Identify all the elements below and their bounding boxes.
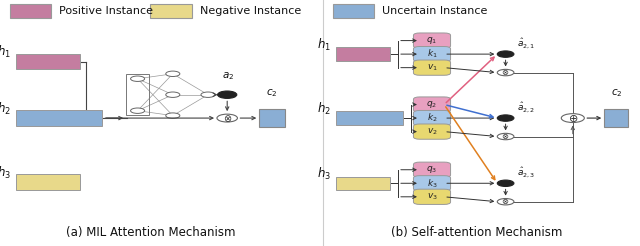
Circle shape: [166, 71, 180, 77]
Text: Negative Instance: Negative Instance: [200, 6, 301, 16]
Circle shape: [561, 114, 584, 123]
Circle shape: [166, 92, 180, 97]
FancyBboxPatch shape: [333, 4, 374, 18]
Circle shape: [131, 108, 145, 113]
Text: $\otimes$: $\otimes$: [223, 113, 232, 123]
Text: $h_2$: $h_2$: [317, 101, 331, 117]
Text: $q_1$: $q_1$: [426, 35, 438, 46]
Text: $c_2$: $c_2$: [266, 87, 278, 99]
Text: $k_3$: $k_3$: [427, 177, 437, 189]
Text: $h_1$: $h_1$: [317, 37, 331, 53]
Circle shape: [497, 199, 514, 205]
Text: (b) Self-attention Mechanism: (b) Self-attention Mechanism: [391, 226, 563, 239]
Text: $h_3$: $h_3$: [0, 165, 11, 181]
FancyBboxPatch shape: [413, 46, 451, 62]
FancyBboxPatch shape: [336, 111, 403, 125]
FancyBboxPatch shape: [16, 110, 102, 126]
Text: $\oplus$: $\oplus$: [568, 113, 578, 123]
Text: $\otimes$: $\otimes$: [502, 132, 509, 141]
FancyBboxPatch shape: [10, 4, 51, 18]
Circle shape: [497, 115, 514, 121]
Text: $q_2$: $q_2$: [426, 99, 438, 110]
Circle shape: [497, 133, 514, 140]
FancyBboxPatch shape: [413, 97, 451, 112]
Text: $v_2$: $v_2$: [427, 126, 437, 137]
Text: $h_1$: $h_1$: [0, 44, 11, 60]
Circle shape: [131, 76, 145, 81]
Circle shape: [201, 92, 215, 97]
Text: Uncertain Instance: Uncertain Instance: [382, 6, 488, 16]
FancyBboxPatch shape: [413, 189, 451, 204]
Circle shape: [497, 51, 514, 57]
Text: $q_3$: $q_3$: [426, 164, 438, 175]
Text: (a) MIL Attention Mechanism: (a) MIL Attention Mechanism: [66, 226, 235, 239]
Circle shape: [166, 113, 180, 118]
FancyBboxPatch shape: [336, 177, 390, 190]
FancyBboxPatch shape: [150, 4, 192, 18]
Text: $\otimes$: $\otimes$: [502, 197, 509, 206]
Text: $h_2$: $h_2$: [0, 101, 11, 117]
Circle shape: [497, 69, 514, 76]
FancyBboxPatch shape: [413, 176, 451, 191]
FancyBboxPatch shape: [259, 109, 285, 127]
Text: Positive Instance: Positive Instance: [59, 6, 153, 16]
Text: $\otimes$: $\otimes$: [502, 68, 509, 77]
Text: $\hat{a}_{2,1}$: $\hat{a}_{2,1}$: [517, 36, 536, 50]
Text: $k_2$: $k_2$: [427, 112, 437, 124]
Text: $v_1$: $v_1$: [427, 62, 437, 73]
Text: $v_3$: $v_3$: [427, 192, 437, 202]
FancyBboxPatch shape: [16, 174, 80, 190]
Text: $a_2$: $a_2$: [222, 70, 235, 82]
FancyBboxPatch shape: [413, 162, 451, 177]
FancyBboxPatch shape: [413, 124, 451, 139]
Text: $h_3$: $h_3$: [317, 166, 331, 182]
FancyBboxPatch shape: [413, 33, 451, 48]
Circle shape: [218, 91, 237, 98]
Circle shape: [497, 180, 514, 186]
FancyBboxPatch shape: [413, 110, 451, 126]
FancyBboxPatch shape: [336, 47, 390, 61]
Text: $\hat{a}_{2,3}$: $\hat{a}_{2,3}$: [517, 165, 536, 179]
Text: $k_1$: $k_1$: [427, 48, 437, 60]
FancyBboxPatch shape: [604, 109, 628, 127]
FancyBboxPatch shape: [413, 60, 451, 75]
FancyBboxPatch shape: [16, 53, 80, 69]
Circle shape: [217, 114, 237, 122]
Text: $\hat{a}_{2,2}$: $\hat{a}_{2,2}$: [517, 100, 536, 114]
Text: $c_2$: $c_2$: [611, 87, 622, 99]
